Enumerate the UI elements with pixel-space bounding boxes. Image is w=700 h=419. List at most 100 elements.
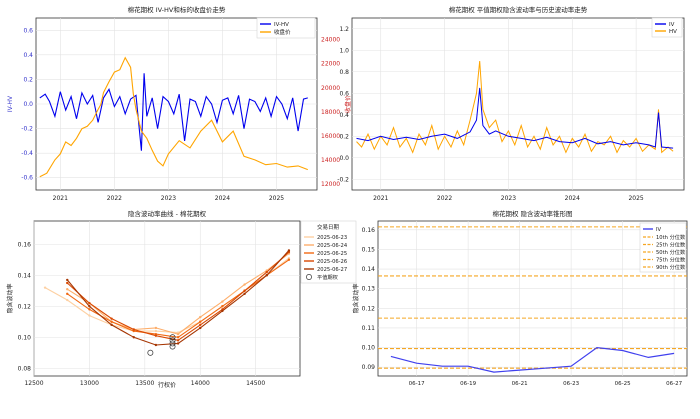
x-tick-label: 2024 [565, 195, 580, 202]
y-tick-label: -0.6 [21, 175, 33, 182]
chart-title: 棉花期权 隐含波动率锥形图 [492, 209, 572, 218]
y-tick-label: 0.16 [362, 227, 376, 234]
data-point [176, 332, 180, 336]
series-line [39, 73, 308, 151]
x-tick-label: 2022 [107, 195, 122, 202]
y-tick-label: 0.10 [18, 334, 32, 341]
y-tick-label: 0.16 [18, 241, 32, 248]
y-tick-label: 0.10 [362, 345, 376, 352]
data-point [88, 305, 91, 308]
y-tick-label: 0.8 [339, 69, 349, 76]
data-point [66, 298, 69, 302]
data-point [66, 278, 69, 282]
data-point [154, 329, 158, 333]
data-point [176, 342, 180, 345]
y-tick-label: 0.15 [362, 246, 376, 253]
data-point [287, 258, 291, 261]
data-point [221, 309, 224, 313]
data-point [265, 274, 268, 277]
data-point [88, 301, 91, 305]
y-tick-label: 0.0 [23, 101, 33, 108]
x-tick-label: 06-23 [563, 381, 579, 387]
y2-tick-label: 20000 [321, 85, 340, 92]
atm-marker [169, 337, 176, 344]
legend-label: 50th 分位数 [656, 248, 686, 256]
y-tick-label: 1.0 [339, 47, 349, 54]
legend-box [639, 222, 687, 273]
x-tick-label: 06-27 [666, 381, 682, 387]
x-axis-label: 行权价 [158, 381, 176, 389]
plot-frame [377, 220, 688, 377]
x-tick-label: 06-19 [460, 381, 476, 387]
panel-iv-vs-hv: 2021 2022 2023 2024 2025 -0.2 0.0 0.2 0.4 0.6 0.8 1… [337, 5, 685, 202]
y-tick-label: 0.08 [18, 365, 32, 372]
data-point [221, 305, 224, 308]
legend-label: 2025-06-27 [317, 267, 347, 273]
data-point [199, 315, 202, 319]
legend-label: 2025-06-25 [317, 251, 347, 257]
legend-label: 10th 分位数 [656, 233, 686, 241]
panel-vol-cone: 06-17 06-19 06-21 06-23 06-25 06-27 0.09 0.10 0.… [352, 209, 688, 387]
data-point [88, 314, 91, 317]
panel-vol-smile: 12500 13000 13500 14000 14500 0.08 0.10 0.12 0.1… [6, 209, 357, 389]
data-point [176, 336, 180, 339]
series-line [390, 346, 675, 373]
x-tick-label: 2021 [373, 195, 388, 202]
series-line [356, 87, 674, 149]
legend-label: 2025-06-24 [317, 243, 348, 249]
y2-axis-label: 收盘价 [344, 95, 352, 113]
y-tick-label: 0.0 [339, 155, 349, 162]
series-line [356, 60, 674, 154]
data-point [176, 339, 180, 342]
y-tick-label: 0.14 [18, 272, 32, 279]
y-axis-label: 隐含波动率 [6, 283, 14, 313]
data-point [243, 289, 246, 292]
plot-frame [351, 17, 685, 191]
y2-tick-label: 22000 [321, 61, 340, 68]
x-tick-label: 2023 [161, 195, 176, 202]
y-tick-label: 0.2 [339, 133, 349, 140]
x-tick-label: 2025 [628, 195, 643, 202]
legend-label: 75th 分位数 [656, 256, 686, 264]
legend-label: IV [656, 227, 662, 233]
data-point [199, 320, 202, 323]
y2-tick-label: 14000 [321, 157, 340, 164]
x-tick-label: 2025 [269, 195, 284, 202]
y-tick-label: 0.09 [362, 364, 376, 371]
x-tick-label: 13000 [80, 380, 99, 387]
data-point [132, 336, 135, 339]
legend-title: 交易日期 [317, 223, 340, 231]
y2-tick-label: 24000 [321, 37, 340, 44]
y-tick-label: -0.2 [21, 126, 33, 133]
x-tick-label: 13500 [135, 380, 154, 387]
atm-marker [147, 349, 154, 356]
legend-label: IV [669, 22, 675, 28]
data-point [243, 292, 246, 296]
data-point [110, 320, 113, 323]
y-tick-label: 0.6 [339, 90, 349, 97]
data-point [243, 283, 246, 286]
chart-title: 隐含波动率曲线 - 棉花期权 [128, 209, 206, 218]
data-point [265, 270, 268, 274]
panel-iv-hv: 2021 2022 2023 2024 2025 -0.6 -0.4 -0.2 0.0 0.2 0.… [7, 5, 352, 202]
data-point [154, 326, 158, 330]
y-tick-label: 0.13 [362, 286, 376, 293]
y-axis-label: 隐含波动率 [352, 283, 360, 313]
legend-box [256, 17, 316, 39]
legend-label: 收盘价 [274, 28, 291, 36]
legend-atm-marker [306, 274, 312, 280]
x-tick-label: 2024 [215, 195, 230, 202]
y-tick-label: 0.12 [362, 305, 376, 312]
legend-label: IV-HV [274, 22, 289, 28]
atm-marker [169, 340, 176, 347]
legend-box [300, 220, 357, 284]
x-tick-label: 14000 [191, 380, 210, 387]
legend-label: 2025-06-26 [317, 259, 347, 265]
y-tick-label: 0.6 [23, 27, 33, 34]
y-tick-label: 1.2 [339, 26, 349, 33]
data-point [66, 281, 69, 285]
legend-label: HV [669, 29, 677, 35]
atm-marker [169, 343, 176, 350]
chart-title: 棉花期权 IV-HV和标的收盘价走势 [128, 5, 226, 14]
y2-tick-label: 18000 [321, 109, 340, 116]
